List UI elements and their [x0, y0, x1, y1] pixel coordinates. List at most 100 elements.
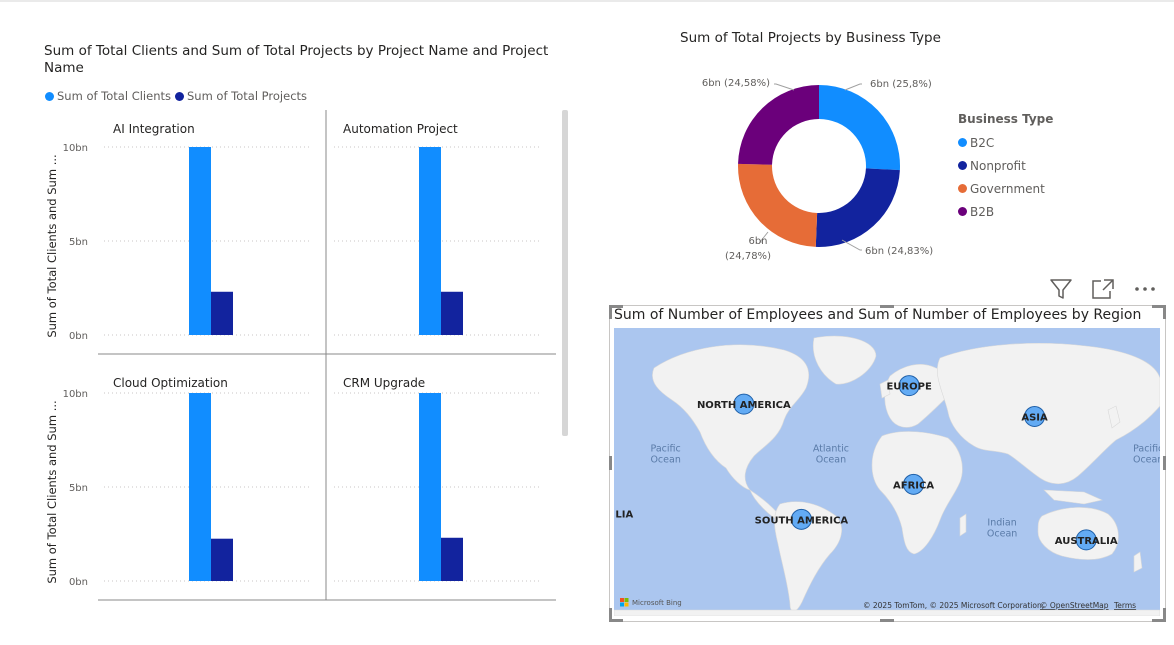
- bar-total-projects: [211, 538, 233, 581]
- ocean-label: Indian: [987, 517, 1016, 528]
- resize-handle-br-v[interactable]: [1163, 608, 1166, 622]
- legend-label: Government: [970, 181, 1045, 196]
- donut-chart-title: Sum of Total Projects by Business Type: [680, 30, 941, 46]
- land-uk: [879, 379, 891, 399]
- resize-handle-tl-v[interactable]: [609, 305, 612, 319]
- filter-icon[interactable]: [1048, 276, 1074, 302]
- ocean-label: Pacific: [651, 443, 681, 454]
- land-japan: [1107, 405, 1121, 429]
- y-tick-label: 5bn: [69, 237, 88, 248]
- donut-leader-line: [841, 239, 862, 251]
- region-label: AFRICA: [893, 480, 934, 491]
- land-greenland: [812, 335, 877, 385]
- ocean-label: Atlantic: [813, 443, 849, 454]
- resize-handle-tr-v[interactable]: [1163, 305, 1166, 319]
- resize-handle-br-h[interactable]: [1152, 619, 1166, 622]
- donut-legend-item-b2b[interactable]: B2B: [958, 200, 1053, 223]
- region-bubble: [733, 393, 755, 415]
- donut-data-label: 6bn: [748, 236, 767, 247]
- land-north-america: [652, 344, 810, 491]
- region-bubble: [790, 508, 812, 530]
- region-bubble: [898, 375, 920, 397]
- legend-dot: [958, 184, 967, 193]
- panel-title: Automation Project: [343, 122, 458, 136]
- bar-chart-title: Sum of Total Clients and Sum of Total Pr…: [44, 43, 549, 76]
- bing-logo: [620, 598, 629, 607]
- legend-dot: [958, 161, 967, 170]
- donut-leader-line: [774, 83, 795, 91]
- region-bubble: [1075, 529, 1097, 551]
- visual-header-toolbar: [1048, 276, 1166, 302]
- bar-total-clients: [419, 147, 441, 335]
- copyright-text: © 2025 TomTom, © 2025 Microsoft Corporat…: [863, 601, 1044, 610]
- land-south-america: [774, 501, 842, 612]
- donut-slice-b2c: [819, 85, 900, 171]
- resize-handle-right[interactable]: [1163, 456, 1166, 470]
- legend-label: B2C: [970, 135, 995, 150]
- legend-dot-clients: [45, 91, 54, 101]
- region-label: AUSTRALIA: [1055, 536, 1118, 547]
- region-labels: NORTH AMERICA EUROPE ASIA AFRICA SOUTH AMERI…: [615, 382, 1117, 547]
- chart-scrollbar[interactable]: [562, 110, 568, 436]
- donut-leader-line: [844, 83, 862, 91]
- bing-attribution: Microsoft Bing: [632, 599, 682, 607]
- bubble-map[interactable]: Pacific Ocean Atlantic Ocean Indian Ocean Paci…: [614, 328, 1160, 616]
- donut-data-label: 6bn (24,58%): [702, 78, 770, 89]
- region-bubble: [1024, 405, 1046, 427]
- panel-title: AI Integration: [113, 122, 195, 136]
- donut-leader-line: [758, 231, 769, 243]
- land-indonesia: [1043, 489, 1103, 505]
- region-bubbles: [733, 375, 1097, 551]
- resize-handle-tr-h[interactable]: [1152, 305, 1166, 308]
- legend-label-projects: Sum of Total Projects: [186, 89, 308, 103]
- bar-chart-legend: Sum of Total Clients Sum of Total Projec…: [45, 89, 311, 103]
- terms-link: Terms: [1113, 601, 1136, 610]
- bar-total-projects: [441, 291, 463, 335]
- land-asia: [937, 343, 1160, 485]
- focus-mode-icon[interactable]: [1090, 276, 1116, 302]
- map-landmasses: [614, 335, 1160, 616]
- resize-handle-bl-v[interactable]: [609, 608, 612, 622]
- legend-item-total-projects[interactable]: Sum of Total Projects: [174, 89, 308, 103]
- ocean-label: Ocean: [1133, 454, 1160, 465]
- y-tick-label: 0bn: [69, 577, 88, 588]
- more-options-icon[interactable]: [1132, 276, 1158, 302]
- resize-handle-bottom[interactable]: [880, 619, 894, 622]
- legend-dot: [958, 207, 967, 216]
- resize-handle-tl-h[interactable]: [609, 305, 623, 308]
- donut-slice-nonprofit: [815, 168, 900, 247]
- resize-handle-top[interactable]: [880, 305, 894, 308]
- legend-dot: [958, 138, 967, 147]
- bar-total-projects: [441, 537, 463, 581]
- donut-chart: 6bn (25,8%) 6bn (24,83%) 6bn (24,78%) 6bn (2…: [702, 78, 933, 262]
- legend-label-clients: Sum of Total Clients: [57, 89, 171, 103]
- bar-total-clients: [189, 393, 211, 581]
- resize-handle-bl-h[interactable]: [609, 619, 623, 622]
- map-canvas: PacificOceanAtlanticOceanIndianOceanPaci…: [614, 335, 1160, 616]
- y-tick-label: 0bn: [69, 331, 88, 342]
- panel-title: CRM Upgrade: [343, 376, 425, 390]
- y-axis-title: Sum of Total Clients and Sum ...: [45, 400, 59, 583]
- y-tick-label: 10bn: [63, 389, 88, 400]
- map-title: Sum of Number of Employees and Sum of Nu…: [614, 307, 1142, 323]
- donut-legend-item-b2c[interactable]: B2C: [958, 131, 1053, 154]
- bar-total-projects: [211, 291, 233, 335]
- region-label: EUROPE: [886, 382, 931, 393]
- legend-label: Nonprofit: [970, 158, 1026, 173]
- donut-data-label-pct: (24,78%): [725, 251, 771, 262]
- region-label: SOUTH AMERICA: [755, 515, 849, 526]
- top-divider: [0, 0, 1174, 2]
- donut-legend-item-nonprofit[interactable]: Nonprofit: [958, 154, 1053, 177]
- donut-legend-item-government[interactable]: Government: [958, 177, 1053, 200]
- donut-legend: Business Type B2C Nonprofit Government B2B: [958, 112, 1053, 223]
- bar-total-clients: [419, 393, 441, 581]
- region-bubble: [903, 473, 925, 495]
- legend-item-total-clients[interactable]: Sum of Total Clients: [45, 89, 171, 103]
- donut-slice-b2b: [738, 85, 819, 165]
- donut-slice-government: [738, 163, 818, 247]
- ocean-label: Ocean: [816, 454, 846, 465]
- resize-handle-left[interactable]: [609, 456, 612, 470]
- donut-legend-title: Business Type: [958, 112, 1054, 126]
- land-antarctica: [614, 609, 1160, 616]
- donut-legend-rows: B2C Nonprofit Government B2B: [958, 131, 1053, 223]
